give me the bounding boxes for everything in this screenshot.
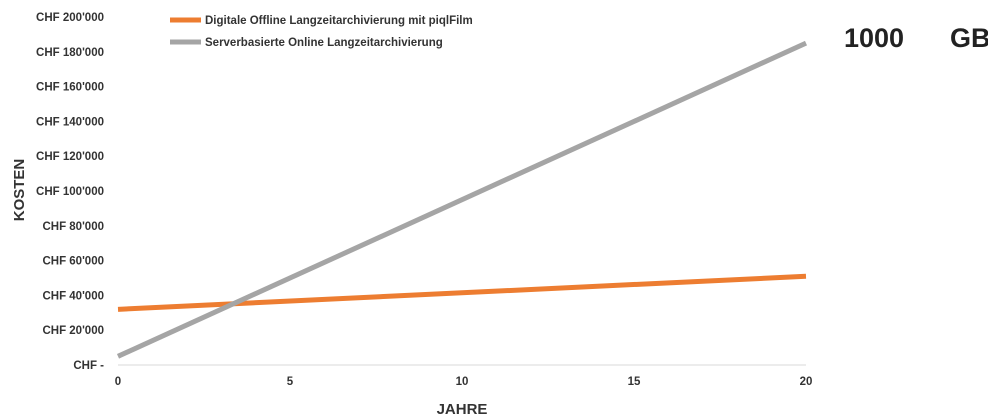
y-tick-label: CHF 100'000	[36, 186, 104, 198]
y-tick-label: CHF 120'000	[36, 151, 104, 163]
x-tick-label: 0	[115, 376, 121, 388]
y-tick-label: CHF 60'000	[42, 256, 104, 268]
annotation-value: 1000	[844, 23, 904, 53]
annotation-unit: GB	[950, 23, 988, 53]
series-layer	[116, 40, 808, 359]
y-axis-ticks: CHF - CHF 20'000 CHF 40'000 CHF 60'000 CHF 8…	[36, 12, 104, 372]
legend: Digitale Offline Langzeitarchivierung mi…	[170, 15, 473, 49]
x-tick-label: 10	[456, 376, 469, 388]
y-tick-label: CHF -	[73, 360, 104, 372]
series-line-2	[116, 40, 808, 359]
y-tick-label: CHF 80'000	[42, 221, 104, 233]
x-tick-label: 20	[800, 376, 813, 388]
x-tick-label: 15	[628, 376, 641, 388]
x-axis-title: JAHRE	[437, 401, 488, 418]
y-tick-label: CHF 160'000	[36, 82, 104, 94]
y-tick-label: CHF 180'000	[36, 47, 104, 59]
y-tick-label: CHF 140'000	[36, 116, 104, 128]
series-line-1	[117, 273, 807, 312]
y-axis-title: KOSTEN	[11, 159, 28, 222]
legend-label-1: Digitale Offline Langzeitarchivierung mi…	[205, 15, 473, 27]
x-axis-ticks: 0 5 10 15 20	[115, 376, 813, 388]
x-tick-label: 5	[287, 376, 294, 388]
y-tick-label: CHF 200'000	[36, 12, 104, 24]
legend-label-2: Serverbasierte Online Langzeitarchivieru…	[205, 37, 443, 49]
y-tick-label: CHF 20'000	[42, 325, 104, 337]
y-tick-label: CHF 40'000	[42, 290, 104, 302]
